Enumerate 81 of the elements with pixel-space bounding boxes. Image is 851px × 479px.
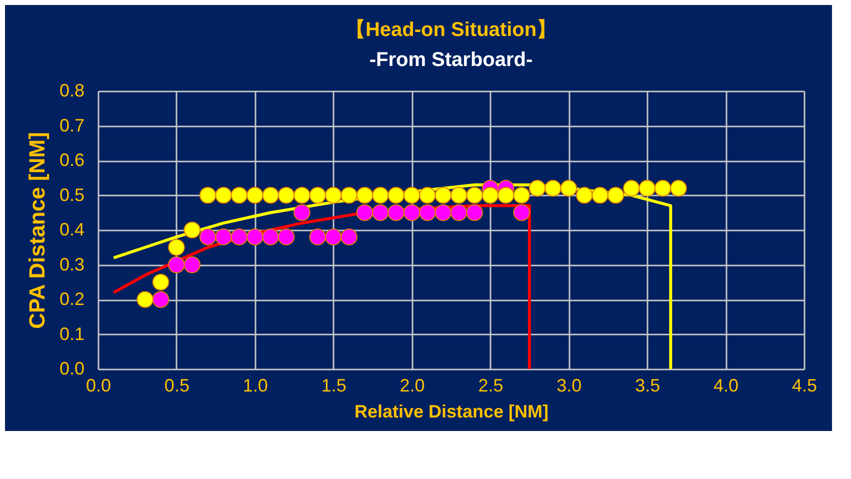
x-tick-label: 4.0 — [714, 376, 739, 396]
point — [230, 186, 248, 204]
point — [152, 274, 170, 291]
x-tick-label: 3.5 — [635, 376, 660, 396]
point — [388, 186, 404, 204]
x-tick-label: 1.5 — [321, 376, 346, 396]
point — [340, 186, 358, 204]
point — [262, 228, 279, 246]
point — [184, 222, 201, 238]
x-tick-label: 2.0 — [400, 376, 425, 396]
point — [184, 256, 201, 274]
x-tick-label: 0.5 — [164, 376, 190, 396]
x-tick-label: 2.5 — [478, 376, 504, 396]
point — [356, 186, 374, 204]
point — [403, 186, 420, 204]
point — [419, 204, 436, 222]
point — [466, 186, 483, 204]
y-tick-label: 0.2 — [59, 289, 84, 309]
point — [309, 186, 326, 204]
line-series — [112, 204, 531, 370]
point — [592, 186, 608, 204]
point — [403, 204, 420, 222]
y-tick-label: 0.0 — [59, 358, 84, 378]
x-tick-label: 3.0 — [556, 376, 582, 396]
y-tick-label: 0.6 — [59, 150, 84, 170]
point — [340, 228, 358, 246]
point — [199, 228, 216, 246]
point — [638, 180, 656, 197]
point — [482, 186, 499, 204]
point — [168, 238, 185, 256]
point — [294, 186, 310, 204]
point — [576, 186, 593, 204]
point — [544, 180, 562, 197]
point — [560, 180, 578, 197]
point — [466, 204, 483, 222]
point — [450, 204, 468, 222]
point — [670, 180, 687, 197]
point — [246, 228, 264, 246]
y-tick-label: 0.8 — [59, 80, 84, 100]
point — [246, 186, 264, 204]
point — [434, 204, 452, 222]
point — [419, 186, 436, 204]
point — [654, 180, 672, 197]
x-tick-label: 1.0 — [242, 376, 268, 396]
point — [388, 204, 404, 222]
y-tick-label: 0.3 — [59, 254, 84, 274]
point — [230, 228, 248, 246]
point — [528, 180, 546, 197]
point — [607, 186, 624, 204]
point — [278, 186, 295, 204]
point — [324, 228, 342, 246]
point — [513, 186, 530, 204]
x-tick-label: 0.0 — [86, 376, 112, 396]
point — [372, 204, 389, 222]
point — [294, 204, 310, 222]
point — [136, 291, 154, 308]
y-axis-title: CPA Distance [NM] — [24, 132, 50, 329]
point — [215, 186, 232, 204]
point — [262, 186, 279, 204]
point — [278, 228, 295, 246]
y-tick-label: 0.1 — [59, 324, 84, 344]
point — [324, 186, 342, 204]
chart-title: 【Head-on Situation】 — [345, 19, 557, 41]
point — [623, 180, 640, 197]
point — [450, 186, 468, 204]
chart-subtitle: -From Starboard- — [369, 49, 533, 71]
point — [356, 204, 374, 222]
y-tick-label: 0.7 — [59, 115, 84, 136]
y-tick-label: 0.5 — [59, 184, 84, 205]
point — [199, 186, 216, 204]
point — [215, 228, 232, 246]
point — [498, 186, 514, 204]
point — [434, 186, 452, 204]
point — [372, 186, 389, 204]
y-tick-label: 0.4 — [59, 220, 84, 240]
point — [309, 228, 326, 246]
point — [513, 204, 530, 222]
point — [152, 291, 170, 308]
point — [168, 256, 185, 274]
x-tick-label: 4.5 — [792, 376, 818, 396]
x-axis-title: Relative Distance [NM] — [354, 402, 549, 422]
